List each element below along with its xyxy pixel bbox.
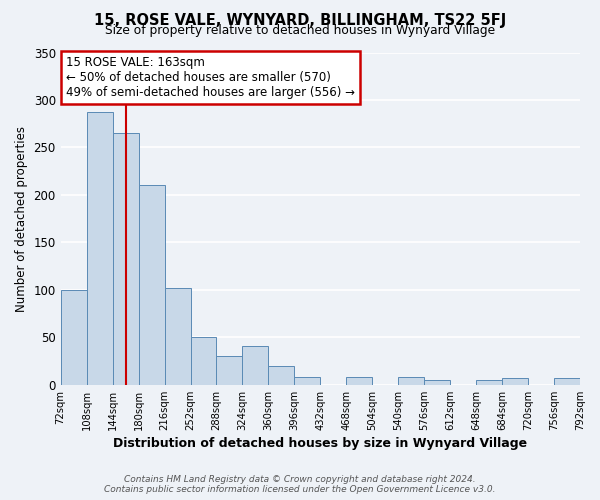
Bar (554, 378, 580, 385)
Bar (476, 380, 502, 385)
Bar (86, 112, 113, 385)
Bar (268, 366, 295, 385)
Bar (191, 338, 217, 385)
Bar (139, 186, 164, 385)
Text: Size of property relative to detached houses in Wynyard Village: Size of property relative to detached ho… (105, 24, 495, 37)
Bar (502, 378, 528, 385)
Bar (61, 290, 86, 385)
X-axis label: Distribution of detached houses by size in Wynyard Village: Distribution of detached houses by size … (113, 437, 527, 450)
Bar (242, 346, 268, 385)
Bar (164, 288, 191, 385)
Text: 15 ROSE VALE: 163sqm
← 50% of detached houses are smaller (570)
49% of semi-deta: 15 ROSE VALE: 163sqm ← 50% of detached h… (66, 56, 355, 99)
Bar (113, 133, 139, 385)
Bar (424, 380, 450, 385)
Bar (295, 377, 320, 385)
Text: Contains HM Land Registry data © Crown copyright and database right 2024.
Contai: Contains HM Land Registry data © Crown c… (104, 474, 496, 494)
Bar (398, 377, 424, 385)
Bar (346, 377, 372, 385)
Text: 15, ROSE VALE, WYNYARD, BILLINGHAM, TS22 5FJ: 15, ROSE VALE, WYNYARD, BILLINGHAM, TS22… (94, 12, 506, 28)
Bar (217, 356, 242, 385)
Y-axis label: Number of detached properties: Number of detached properties (15, 126, 28, 312)
